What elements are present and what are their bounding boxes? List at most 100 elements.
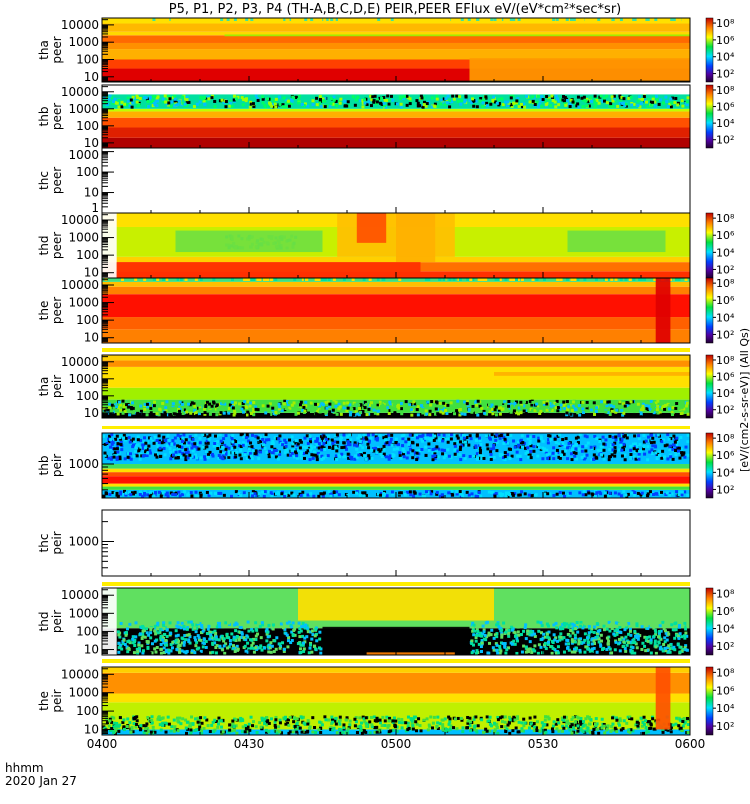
spectrogram-pixel bbox=[160, 652, 163, 655]
colorbar bbox=[706, 213, 713, 278]
spectrogram-pixel bbox=[587, 492, 590, 495]
colorbar bbox=[706, 85, 713, 148]
spectrogram-pixel bbox=[459, 440, 462, 443]
spectrogram-pixel bbox=[181, 96, 184, 99]
spectrogram-pixel bbox=[147, 100, 150, 103]
spectrogram-pixel bbox=[275, 449, 278, 452]
spectrogram-pixel bbox=[337, 407, 340, 410]
spectrogram-pixel bbox=[283, 621, 286, 624]
spectrogram-pixel bbox=[535, 493, 538, 496]
spectrogram-pixel bbox=[558, 434, 561, 437]
spectrogram-pixel bbox=[679, 436, 682, 439]
spectrogram-pixel bbox=[168, 413, 171, 416]
spectrogram-pixel bbox=[318, 646, 321, 649]
spectrogram-pixel bbox=[672, 646, 675, 649]
spectrogram-pixel bbox=[162, 98, 165, 101]
spectrogram-pixel bbox=[550, 95, 553, 98]
spectrogram-pixel bbox=[455, 490, 458, 493]
spectrogram-pixel bbox=[640, 408, 643, 411]
spectrogram-pixel bbox=[555, 441, 558, 444]
spectrogram-pixel bbox=[218, 454, 221, 457]
spectrogram-pixel bbox=[128, 413, 131, 416]
spectrogram-band bbox=[102, 127, 690, 137]
y-tick-label: 10000 bbox=[61, 278, 99, 292]
spectrogram-pixel bbox=[172, 407, 175, 410]
spectrogram-pixel bbox=[616, 105, 619, 108]
spectrogram-pixel bbox=[288, 105, 291, 108]
spectrogram-pixel bbox=[275, 648, 278, 651]
spectrogram-region bbox=[568, 231, 666, 252]
spectrogram-pixel bbox=[595, 437, 598, 440]
spectrogram-pixel bbox=[139, 458, 142, 461]
spectrogram-pixel bbox=[566, 457, 569, 460]
spectrogram-pixel bbox=[154, 491, 157, 494]
spectrogram-pixel bbox=[355, 448, 358, 451]
spectrogram-pixel bbox=[281, 641, 284, 644]
spectrogram-pixel bbox=[660, 413, 663, 416]
spectrogram-pixel bbox=[196, 103, 199, 106]
spectrogram-pixel bbox=[134, 446, 137, 449]
spectrogram-pixel bbox=[300, 401, 303, 404]
spectrogram-pixel bbox=[515, 726, 518, 729]
spectrogram-pixel bbox=[426, 433, 429, 436]
spectrogram-pixel bbox=[552, 99, 555, 102]
spectrogram-pixel bbox=[489, 438, 492, 441]
spectrogram-pixel bbox=[532, 450, 535, 453]
spectrogram-pixel bbox=[239, 626, 242, 629]
spectrogram-pixel bbox=[381, 404, 384, 407]
spectrogram-pixel bbox=[495, 635, 498, 638]
spectrogram-pixel bbox=[385, 716, 388, 719]
spectrogram-pixel bbox=[498, 645, 501, 648]
spectrogram-pixel bbox=[431, 455, 434, 458]
colorbar-tick-label: 10⁸ bbox=[716, 587, 735, 600]
spectrogram-pixel bbox=[234, 440, 237, 443]
spectrogram-pixel bbox=[561, 442, 564, 445]
spectrogram-pixel bbox=[288, 621, 291, 624]
spectrogram-pixel bbox=[231, 401, 234, 404]
spectrogram-pixel bbox=[677, 642, 680, 645]
spectrogram-pixel bbox=[548, 453, 551, 456]
y-tick-label: 10 bbox=[84, 70, 99, 84]
spectrogram-pixel bbox=[127, 456, 130, 459]
spectrogram-pixel bbox=[290, 625, 293, 628]
spectrogram-pixel bbox=[489, 103, 492, 106]
spectrogram-pixel bbox=[645, 440, 648, 443]
spectrogram-pixel bbox=[603, 628, 606, 631]
spectrogram-pixel bbox=[231, 105, 234, 108]
spectrogram-pixel bbox=[279, 647, 282, 650]
spectrogram-pixel bbox=[288, 439, 291, 442]
spectrogram-pixel bbox=[250, 455, 253, 458]
spectrogram-pixel bbox=[332, 401, 335, 404]
spectrogram-pixel bbox=[655, 645, 658, 648]
spectrogram-pixel bbox=[602, 443, 605, 446]
spectrogram-pixel bbox=[669, 445, 672, 448]
spectrogram-pixel bbox=[669, 97, 672, 100]
spectrogram-pixel bbox=[665, 100, 668, 103]
spectrogram-pixel bbox=[609, 455, 612, 458]
spectrogram-pixel bbox=[542, 633, 545, 636]
spectrogram-pixel bbox=[642, 434, 645, 437]
spectrogram-pixel bbox=[207, 625, 210, 628]
spectrogram-pixel bbox=[352, 95, 355, 98]
spectrogram-pixel bbox=[182, 625, 185, 628]
spectrogram-pixel bbox=[335, 458, 338, 461]
spectrogram-pixel bbox=[486, 447, 489, 450]
spectrogram-pixel bbox=[288, 401, 291, 404]
spectrogram-pixel bbox=[349, 413, 352, 416]
spectrogram-pixel bbox=[251, 445, 254, 448]
spectrogram-pixel bbox=[478, 624, 481, 627]
spectrogram-pixel bbox=[146, 451, 149, 454]
spectrogram-pixel bbox=[143, 436, 146, 439]
colorbar-tick-label: 10² bbox=[716, 640, 734, 653]
spectrogram-pixel bbox=[245, 436, 248, 439]
spectrogram-pixel bbox=[266, 97, 269, 100]
spectrogram-pixel bbox=[218, 622, 221, 625]
spectrogram-pixel bbox=[559, 636, 562, 639]
panel-species-label: peer bbox=[50, 167, 64, 194]
spectrogram-pixel bbox=[294, 450, 297, 453]
spectrogram-pixel bbox=[383, 102, 386, 105]
spectrogram-pixel bbox=[248, 723, 251, 726]
spectrogram-pixel bbox=[146, 405, 149, 408]
spectrogram-pixel bbox=[373, 715, 376, 718]
spectrogram-pixel bbox=[413, 492, 416, 495]
